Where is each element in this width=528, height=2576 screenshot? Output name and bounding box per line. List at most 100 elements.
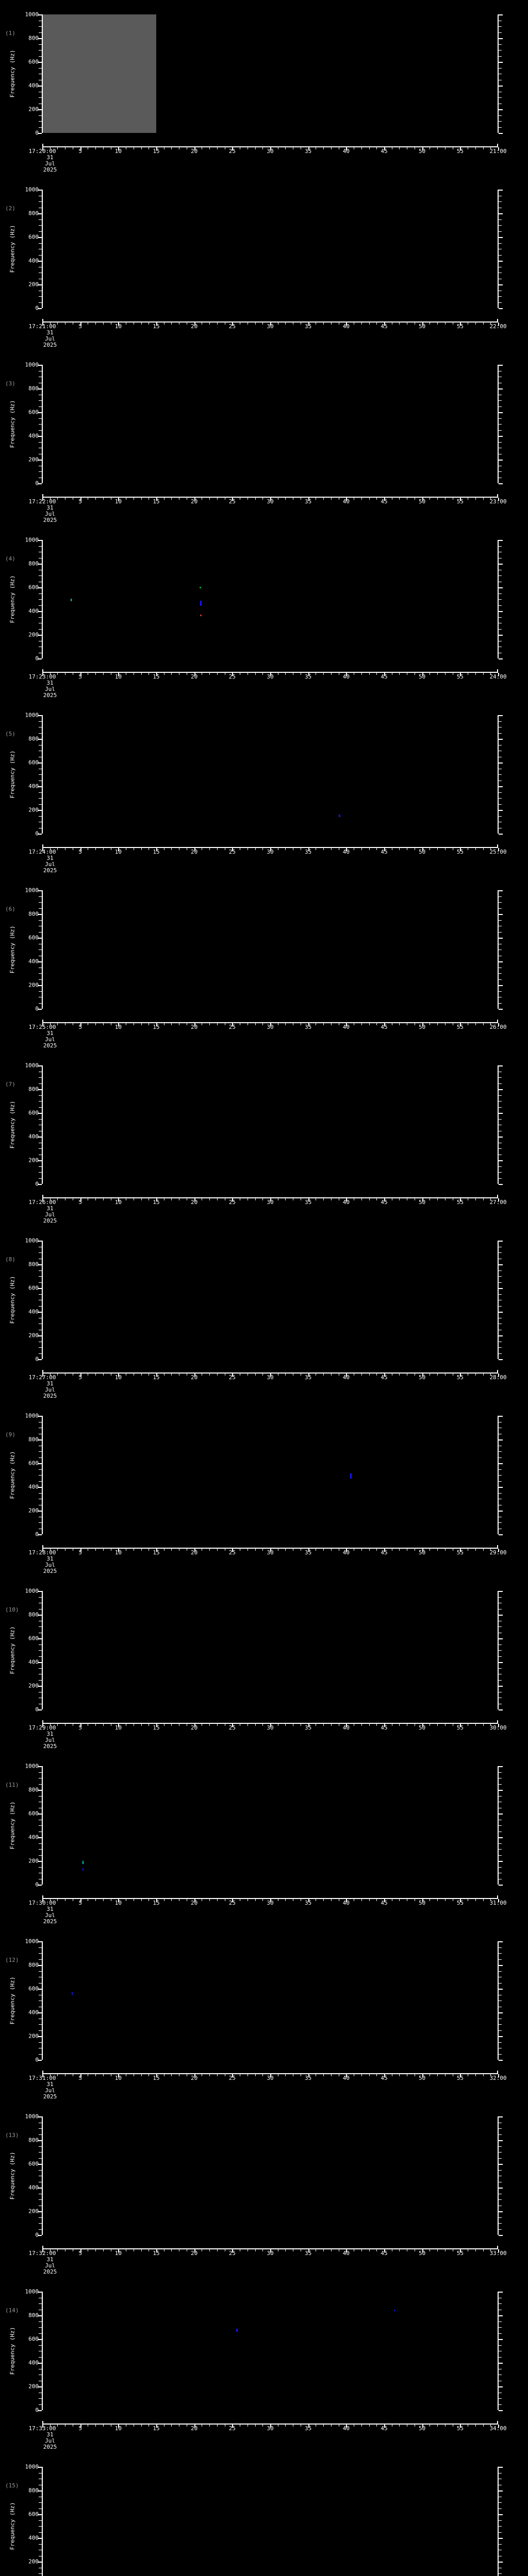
y-tick-right [499,2315,503,2316]
y-tick-label: 0 [35,1531,39,1538]
y-tick [39,302,42,303]
x-axis-left-cap [42,1370,43,1374]
x-axis [42,2071,499,2077]
x-tick [50,1374,51,1376]
x-tick [156,1724,157,1727]
y-tick-right [499,2514,503,2515]
x-tick-label: 45 [381,849,388,855]
y-tick-label: 1000 [25,2113,39,2120]
y-tick-right [499,810,503,811]
x-tick-label: 35 [305,2425,312,2432]
y-tick-right [499,804,502,805]
x-tick [156,2249,157,2252]
x-tick [141,1374,142,1376]
x-tick-label: 25 [228,148,236,155]
y-tick [38,1439,42,1440]
x-tick [331,2425,332,2427]
x-tick-label: 35 [305,498,312,505]
y-tick-right [499,1312,503,1313]
y-tick-label: 0 [35,1005,39,1012]
y-tick-label-group: 0 200 400 600 800 1000 [0,187,42,311]
detection-mark [236,2329,238,2332]
x-tick [376,498,377,500]
x-tick [369,673,370,675]
y-tick [38,1184,42,1185]
x-axis [42,1545,499,1552]
x-tick-label: 45 [381,2250,388,2257]
x-axis-date-stack: 31 Jul 2025 [27,855,73,874]
x-tick [308,1899,309,1902]
x-tick [437,2074,438,2076]
x-tick [118,498,120,501]
y-tick [38,62,42,63]
y-tick-right [499,1439,503,1440]
x-tick-label: 35 [305,148,312,155]
y-tick-right [499,1668,502,1669]
x-tick [156,848,157,851]
x-tick [346,323,348,326]
x-tick [255,2425,256,2427]
y-tick-right [499,32,502,33]
y-tick-right [499,1953,502,1954]
x-tick [285,1899,286,1901]
x-tick [118,1023,120,1026]
detection-mark [338,815,340,817]
x-tick [308,1549,309,1552]
x-tick [209,2425,210,2427]
y-tick-right [499,2538,503,2539]
x-tick-label: 30:00 [489,1724,507,1731]
y-tick-label: 200 [28,806,39,814]
panel-number-label: (8) [5,1256,15,1263]
y-tick [39,2327,42,2328]
x-tick [95,2074,96,2076]
x-tick-label: 17:30:00 [28,1900,56,1906]
x-axis-date-line: Jul [45,2262,55,2269]
x-tick [285,848,286,850]
x-tick [399,498,400,500]
x-axis-date-line: Jul [45,861,55,868]
y-tick [38,1065,42,1066]
y-tick-label: 800 [28,2487,39,2494]
y-tick-right [499,243,502,244]
x-tick-label: 25 [228,849,236,855]
x-tick [141,1023,142,1025]
y-tick [38,109,42,110]
y-tick [39,2217,42,2218]
x-tick-label: 20 [191,1024,198,1030]
y-tick [38,86,42,87]
x-tick [369,1549,370,1551]
y-tick-label-group: 0 200 400 600 800 1000 [0,12,42,136]
x-tick [50,848,51,850]
x-tick [232,147,234,150]
x-tick [103,147,104,149]
y-tick-label: 200 [28,1507,39,1514]
x-tick [194,848,195,851]
y-tick-right [499,931,502,933]
x-tick [156,1023,157,1026]
x-tick [118,2425,120,2428]
x-tick-label: 20 [191,1549,198,1556]
x-tick-label: 15 [153,1724,160,1731]
spectrogram-panel: (5) Frequency (Hz) 0 200 400 600 800 1000 17:24:… [0,701,528,876]
x-tick [369,1023,370,1025]
y-tick-label: 0 [35,1881,39,1888]
x-tick [285,1023,286,1025]
y-tick [38,1861,42,1862]
x-tick-label: 5 [78,2425,82,2432]
y-tick [39,2199,42,2200]
x-axis-date-stack: 31 Jul 2025 [27,1381,73,1399]
x-tick-label: 20 [191,849,198,855]
x-tick [118,1724,120,1727]
y-tick-label: 1000 [25,1938,39,1945]
y-tick-right [499,1252,502,1253]
y-tick-label: 600 [28,2511,39,2518]
x-tick [384,1724,385,1727]
x-tick [331,848,332,850]
y-tick-right [499,1264,503,1265]
x-tick [399,848,400,850]
x-axis-left-cap [42,844,43,848]
y-tick [38,985,42,986]
x-tick-label: 17:33:00 [28,2425,56,2432]
x-axis-date-line: 31 [46,154,54,161]
y-tick [38,564,42,565]
